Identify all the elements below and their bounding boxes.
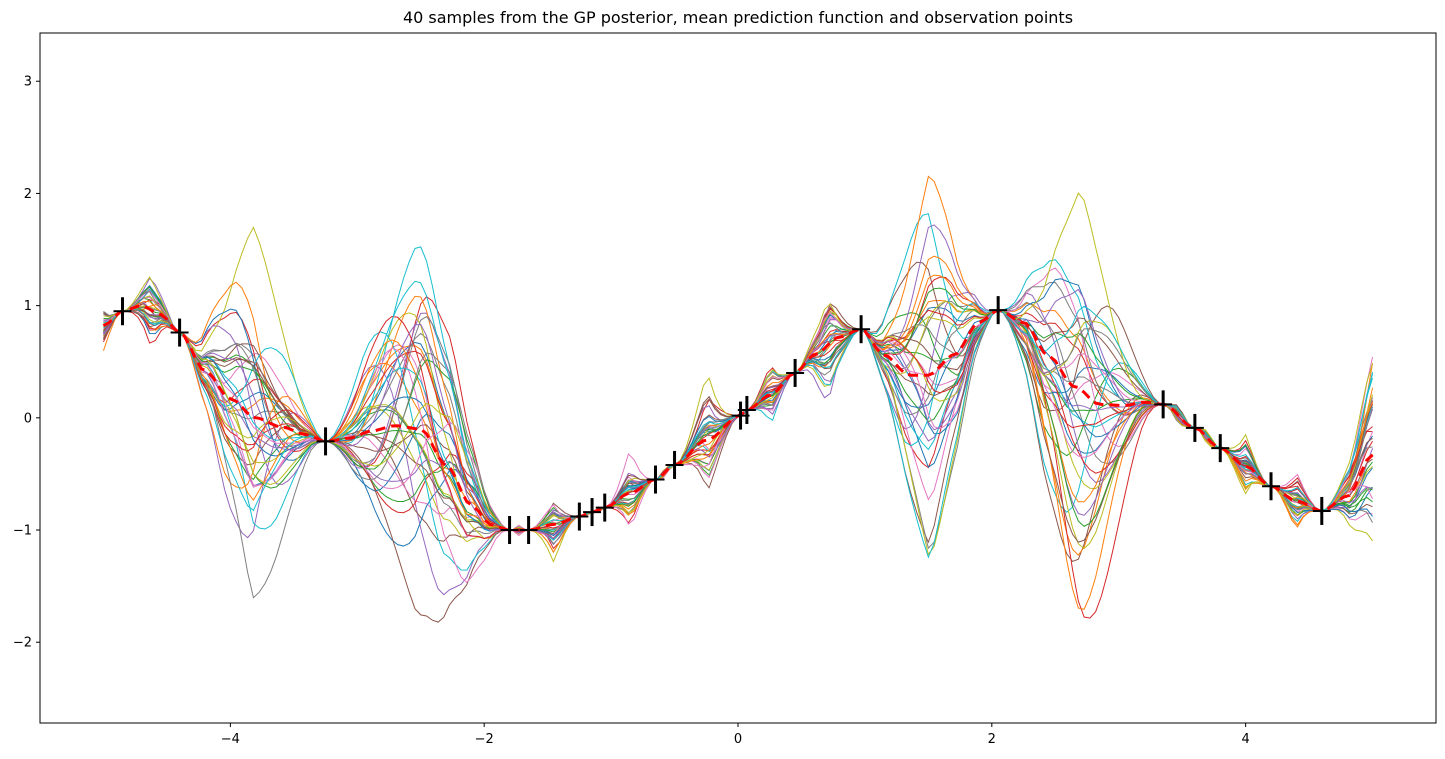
x-tick-label: 2 — [988, 732, 996, 747]
x-tick-label: −2 — [475, 732, 494, 747]
x-tick-label: 0 — [734, 732, 742, 747]
chart-title: 40 samples from the GP posterior, mean p… — [403, 8, 1073, 27]
x-tick-label: −4 — [221, 732, 240, 747]
y-tick-label: 2 — [24, 187, 32, 202]
axis-ticks: −4 −2 0 2 4 −2 −1 0 1 2 3 — [13, 75, 1250, 747]
y-tick-label: −2 — [13, 636, 32, 651]
y-tick-label: 3 — [24, 75, 32, 90]
y-tick-label: 0 — [24, 411, 32, 426]
y-tick-label: 1 — [24, 299, 32, 314]
x-tick-label: 4 — [1241, 732, 1249, 747]
observation-points — [113, 296, 1331, 545]
y-tick-label: −1 — [13, 524, 32, 539]
